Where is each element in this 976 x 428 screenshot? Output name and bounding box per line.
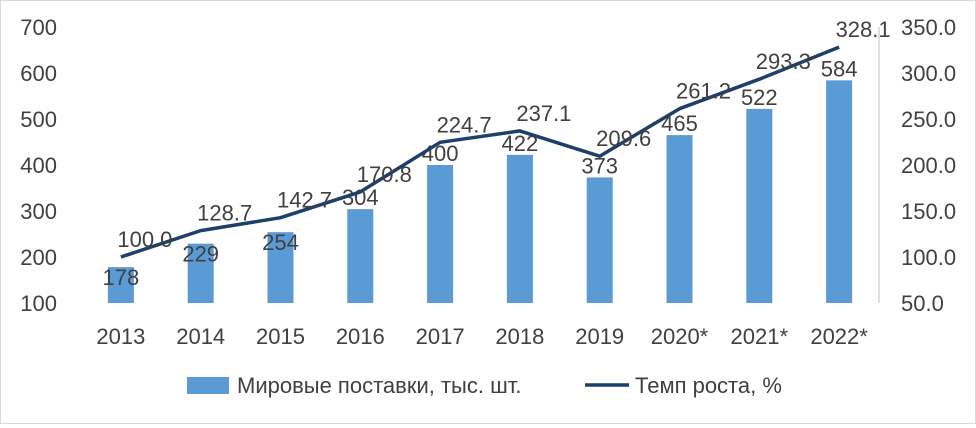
legend-bar-swatch: [187, 377, 229, 394]
bar: [427, 165, 454, 303]
y-left-tick-label: 200: [20, 245, 57, 270]
y-right-tick-label: 150.0: [901, 199, 956, 224]
y-left-tick-label: 700: [20, 15, 57, 40]
bar: [586, 177, 613, 303]
line-data-label: 293.3: [756, 49, 811, 74]
y-left-tick-label: 600: [20, 61, 57, 86]
legend-line-label: Темп роста, %: [635, 373, 782, 398]
legend-bar-label: Мировые поставки, тыс. шт.: [237, 373, 522, 398]
bar-data-label: 178: [103, 265, 140, 290]
x-tick-label: 2020*: [651, 324, 709, 349]
bar-series: [107, 80, 853, 303]
y-right-tick-label: 100.0: [901, 245, 956, 270]
y-left-tick-label: 300: [20, 199, 57, 224]
y-right-tick-label: 200.0: [901, 153, 956, 178]
x-tick-label: 2016: [336, 324, 385, 349]
bar: [506, 154, 533, 303]
bar: [347, 209, 374, 303]
y-right-tick-label: 50.0: [901, 291, 944, 316]
y-left-tick-label: 400: [20, 153, 57, 178]
line-data-label: 142.7: [277, 188, 332, 213]
x-tick-label: 2014: [176, 324, 225, 349]
line-data-label: 328.1: [836, 17, 891, 42]
line-data-labels: 100.0 128.7 142.7 170.8 224.7 237.1 209.6 261.2…: [117, 17, 890, 252]
legend: Мировые поставки, тыс. шт. Темп роста, %: [187, 373, 782, 398]
bar-data-label: 254: [262, 230, 299, 255]
x-tick-label: 2015: [256, 324, 305, 349]
line-data-label: 100.0: [117, 227, 172, 252]
line-data-label: 224.7: [437, 112, 492, 137]
bar-data-label: 522: [741, 85, 778, 110]
bar: [826, 80, 853, 303]
y-right-tick-label: 350.0: [901, 15, 956, 40]
line-series: [120, 45, 840, 259]
line-data-label: 209.6: [596, 126, 651, 151]
line-data-label: 261.2: [676, 79, 731, 104]
bar: [666, 135, 693, 303]
bar-data-label: 229: [182, 242, 219, 267]
y-right-tick-label: 250.0: [901, 107, 956, 132]
bar: [267, 232, 294, 303]
y-left-tick-label: 100: [20, 291, 57, 316]
y-right-tick-label: 300.0: [901, 61, 956, 86]
x-tick-label: 2018: [495, 324, 544, 349]
x-tick-label: 2019: [575, 324, 624, 349]
x-tick-label: 2013: [96, 324, 145, 349]
bar: [746, 108, 773, 303]
y-left-tick-label: 500: [20, 107, 57, 132]
x-tick-label: 2021*: [731, 324, 789, 349]
line-data-label: 170.8: [357, 162, 412, 187]
growth-line: [120, 45, 840, 259]
line-data-label: 128.7: [197, 201, 252, 226]
x-tick-label: 2022*: [810, 324, 868, 349]
bar: [187, 243, 214, 303]
axes: 100 200 300 400 500 600 700 50.0 100.0 150.0 200.0…: [20, 15, 956, 349]
bar-data-label: 584: [821, 56, 858, 81]
bar-data-label: 400: [422, 141, 459, 166]
x-tick-label: 2017: [416, 324, 465, 349]
line-data-label: 237.1: [516, 101, 571, 126]
bar: [107, 267, 134, 303]
